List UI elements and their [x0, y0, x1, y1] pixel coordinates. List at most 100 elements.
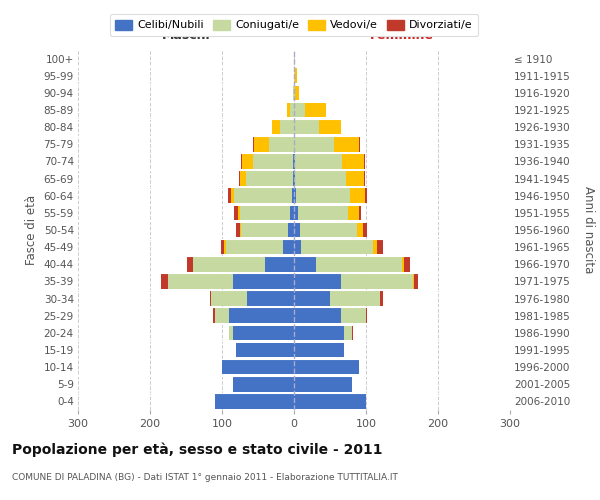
- Bar: [294, 257, 316, 272]
- Bar: [247, 292, 294, 306]
- Text: Popolazione per età, sesso e stato civile - 2011: Popolazione per età, sesso e stato civil…: [12, 442, 383, 457]
- Bar: [359, 206, 361, 220]
- Bar: [294, 68, 295, 83]
- Bar: [212, 308, 215, 323]
- Bar: [269, 137, 294, 152]
- Bar: [380, 292, 383, 306]
- Bar: [402, 257, 404, 272]
- Bar: [280, 120, 294, 134]
- Bar: [193, 257, 265, 272]
- Bar: [342, 154, 364, 168]
- Bar: [293, 172, 294, 186]
- Bar: [229, 308, 294, 323]
- Bar: [272, 120, 280, 134]
- Text: COMUNE DI PALADINA (BG) - Dati ISTAT 1° gennaio 2011 - Elaborazione TUTTITALIA.I: COMUNE DI PALADINA (BG) - Dati ISTAT 1° …: [12, 472, 398, 482]
- Bar: [293, 154, 294, 168]
- Y-axis label: Fasce di età: Fasce di età: [25, 195, 38, 265]
- Legend: Celibi/Nubili, Coniugati/e, Vedovi/e, Divorziati/e: Celibi/Nubili, Coniugati/e, Vedovi/e, Di…: [110, 14, 478, 36]
- Bar: [294, 86, 295, 100]
- Bar: [316, 257, 402, 272]
- Bar: [364, 172, 365, 186]
- Bar: [301, 240, 373, 254]
- Bar: [294, 394, 366, 408]
- Bar: [230, 188, 234, 203]
- Bar: [240, 222, 241, 238]
- Bar: [294, 102, 305, 118]
- Bar: [295, 68, 297, 83]
- Bar: [246, 172, 293, 186]
- Bar: [377, 240, 383, 254]
- Bar: [234, 188, 292, 203]
- Bar: [305, 102, 326, 118]
- Bar: [404, 257, 410, 272]
- Bar: [233, 377, 294, 392]
- Bar: [350, 188, 365, 203]
- Bar: [233, 274, 294, 288]
- Bar: [344, 326, 352, 340]
- Bar: [222, 360, 294, 374]
- Bar: [238, 206, 240, 220]
- Bar: [294, 188, 296, 203]
- Bar: [294, 274, 341, 288]
- Bar: [330, 292, 380, 306]
- Bar: [294, 120, 319, 134]
- Y-axis label: Anni di nascita: Anni di nascita: [582, 186, 595, 274]
- Bar: [294, 308, 341, 323]
- Bar: [300, 222, 358, 238]
- Bar: [253, 154, 293, 168]
- Bar: [319, 120, 341, 134]
- Text: Femmine: Femmine: [370, 30, 434, 43]
- Bar: [221, 240, 224, 254]
- Bar: [413, 274, 414, 288]
- Bar: [236, 342, 294, 357]
- Bar: [294, 360, 359, 374]
- Bar: [296, 188, 350, 203]
- Bar: [365, 188, 367, 203]
- Bar: [294, 326, 344, 340]
- Bar: [240, 206, 290, 220]
- Bar: [215, 308, 229, 323]
- Bar: [294, 172, 295, 186]
- Bar: [294, 137, 334, 152]
- Bar: [363, 222, 367, 238]
- Bar: [226, 240, 283, 254]
- Bar: [229, 188, 230, 203]
- Bar: [229, 326, 233, 340]
- Bar: [290, 102, 294, 118]
- Bar: [293, 86, 294, 100]
- Bar: [233, 326, 294, 340]
- Bar: [234, 206, 238, 220]
- Bar: [288, 222, 294, 238]
- Bar: [240, 172, 246, 186]
- Bar: [414, 274, 418, 288]
- Bar: [298, 206, 348, 220]
- Bar: [292, 188, 294, 203]
- Bar: [295, 172, 346, 186]
- Bar: [294, 206, 298, 220]
- Bar: [341, 274, 413, 288]
- Bar: [239, 172, 240, 186]
- Bar: [242, 154, 253, 168]
- Bar: [364, 154, 365, 168]
- Bar: [359, 137, 360, 152]
- Bar: [341, 308, 366, 323]
- Bar: [334, 137, 359, 152]
- Bar: [373, 240, 377, 254]
- Bar: [211, 292, 247, 306]
- Bar: [290, 206, 294, 220]
- Bar: [168, 274, 233, 288]
- Bar: [358, 222, 363, 238]
- Bar: [241, 154, 242, 168]
- Bar: [241, 222, 288, 238]
- Bar: [295, 86, 299, 100]
- Bar: [236, 222, 240, 238]
- Bar: [265, 257, 294, 272]
- Bar: [283, 240, 294, 254]
- Bar: [348, 206, 359, 220]
- Bar: [346, 172, 364, 186]
- Bar: [253, 137, 254, 152]
- Bar: [254, 137, 269, 152]
- Bar: [210, 292, 211, 306]
- Bar: [352, 326, 353, 340]
- Bar: [215, 394, 294, 408]
